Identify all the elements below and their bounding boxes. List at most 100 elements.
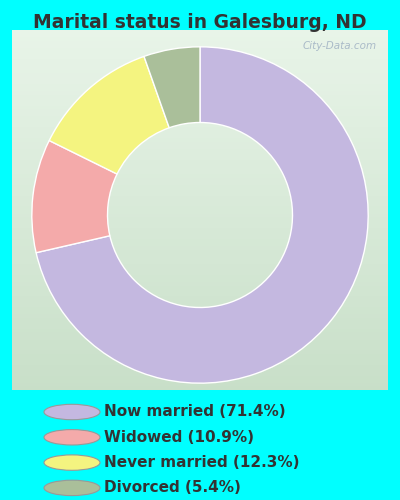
Bar xyxy=(12,34,388,37)
Bar xyxy=(12,376,388,379)
Bar xyxy=(12,77,388,80)
Bar xyxy=(12,311,388,314)
Bar xyxy=(12,368,388,372)
Bar xyxy=(12,221,388,224)
Bar xyxy=(12,304,388,307)
Bar xyxy=(12,188,388,192)
Bar xyxy=(12,329,388,332)
Bar xyxy=(12,354,388,358)
Bar xyxy=(12,131,388,134)
Bar xyxy=(12,185,388,188)
Bar xyxy=(12,379,388,383)
Bar xyxy=(12,156,388,160)
Bar xyxy=(12,37,388,41)
Bar xyxy=(12,232,388,235)
Bar xyxy=(12,322,388,325)
Bar xyxy=(12,314,388,318)
Bar xyxy=(12,116,388,120)
Bar xyxy=(12,383,388,386)
Wedge shape xyxy=(36,47,368,383)
Bar xyxy=(12,84,388,87)
Bar xyxy=(12,138,388,141)
Bar xyxy=(12,142,388,145)
Bar xyxy=(12,361,388,365)
Bar xyxy=(12,239,388,242)
Bar xyxy=(12,264,388,268)
Bar xyxy=(12,127,388,131)
Bar xyxy=(12,120,388,124)
Bar xyxy=(12,163,388,167)
Bar xyxy=(12,98,388,102)
Bar xyxy=(12,286,388,289)
Bar xyxy=(12,62,388,66)
Bar xyxy=(12,257,388,260)
Bar xyxy=(12,325,388,329)
Wedge shape xyxy=(49,56,169,174)
Bar xyxy=(12,365,388,368)
Bar xyxy=(12,91,388,95)
Bar xyxy=(12,95,388,98)
Bar xyxy=(12,332,388,336)
Bar xyxy=(12,307,388,311)
Bar xyxy=(12,289,388,293)
Bar xyxy=(12,217,388,221)
Bar xyxy=(12,372,388,376)
Bar xyxy=(12,260,388,264)
Text: Widowed (10.9%): Widowed (10.9%) xyxy=(104,430,254,445)
Bar xyxy=(12,55,388,59)
Bar xyxy=(12,350,388,354)
Bar xyxy=(12,160,388,163)
Text: Marital status in Galesburg, ND: Marital status in Galesburg, ND xyxy=(33,12,367,32)
Text: Divorced (5.4%): Divorced (5.4%) xyxy=(104,480,241,496)
Bar xyxy=(12,41,388,44)
Bar xyxy=(12,271,388,275)
Bar xyxy=(12,250,388,253)
Bar xyxy=(12,167,388,170)
Bar xyxy=(12,80,388,84)
Bar xyxy=(12,52,388,55)
Bar xyxy=(12,178,388,181)
Bar xyxy=(12,145,388,149)
Bar xyxy=(12,113,388,116)
Bar xyxy=(12,253,388,257)
Bar xyxy=(12,73,388,77)
Bar xyxy=(12,134,388,138)
Bar xyxy=(12,192,388,196)
Bar xyxy=(12,246,388,250)
Circle shape xyxy=(44,430,100,445)
Bar xyxy=(12,282,388,286)
Bar xyxy=(12,358,388,361)
Bar xyxy=(12,386,388,390)
Bar xyxy=(12,296,388,300)
Bar xyxy=(12,174,388,178)
Bar xyxy=(12,59,388,62)
Bar xyxy=(12,224,388,228)
Bar xyxy=(12,347,388,350)
Bar xyxy=(12,181,388,185)
Bar xyxy=(12,66,388,70)
Text: City-Data.com: City-Data.com xyxy=(302,41,377,51)
Bar xyxy=(12,268,388,271)
Bar xyxy=(12,278,388,282)
Bar xyxy=(12,203,388,206)
Bar xyxy=(12,343,388,347)
Bar xyxy=(12,102,388,106)
Bar xyxy=(12,30,388,34)
Bar xyxy=(12,44,388,48)
Wedge shape xyxy=(144,47,200,128)
Bar xyxy=(12,336,388,340)
Bar xyxy=(12,70,388,73)
Bar xyxy=(12,196,388,199)
Bar xyxy=(12,109,388,113)
Bar xyxy=(12,318,388,322)
Text: Never married (12.3%): Never married (12.3%) xyxy=(104,455,300,470)
Bar xyxy=(12,275,388,278)
Text: Now married (71.4%): Now married (71.4%) xyxy=(104,404,286,419)
Bar xyxy=(12,242,388,246)
Circle shape xyxy=(44,455,100,470)
Wedge shape xyxy=(32,140,117,252)
Bar xyxy=(12,106,388,109)
Bar xyxy=(12,170,388,174)
Bar xyxy=(12,88,388,91)
Bar xyxy=(12,228,388,232)
